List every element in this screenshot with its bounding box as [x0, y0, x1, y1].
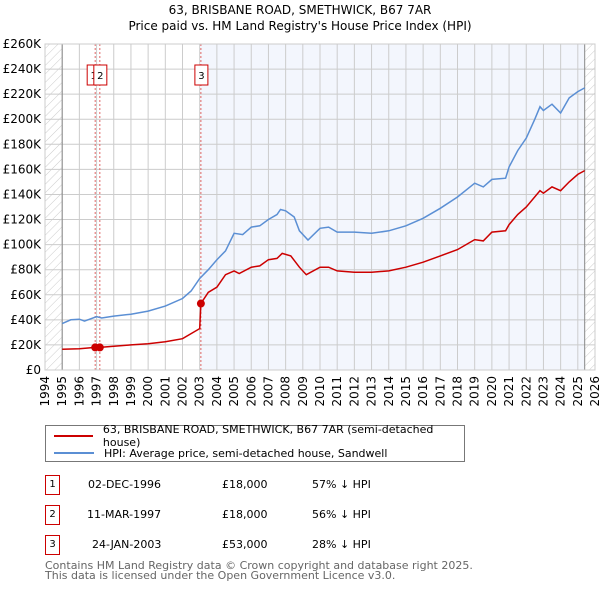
y-tick-label: £220K — [3, 87, 43, 101]
y-tick-label: £40K — [10, 313, 42, 327]
y-tick-label: £60K — [10, 288, 42, 302]
sale-label-box — [194, 64, 209, 86]
x-tick-label: 1997 — [90, 376, 104, 407]
x-tick-label: 2024 — [554, 376, 568, 407]
x-tick-label: 2016 — [416, 376, 430, 407]
sale-point — [196, 299, 205, 308]
marker-badge: 1 — [45, 475, 60, 495]
legend-swatch-blue — [54, 452, 94, 454]
legend-item-hpi: HPI: Average price, semi-detached house,… — [54, 445, 387, 461]
shaded-period — [200, 44, 585, 370]
x-tick-label: 2002 — [176, 376, 190, 407]
x-tick-label: 2023 — [536, 376, 550, 407]
sale-price: £53,000 — [222, 538, 268, 551]
hpi-diff: 57% ↓ HPI — [312, 478, 371, 491]
x-tick-label: 1998 — [107, 376, 121, 407]
x-tick-label: 1994 — [38, 376, 52, 407]
sale-date: 02-DEC-1996 — [88, 478, 162, 491]
x-tick-label: 2017 — [433, 376, 447, 407]
x-tick-label: 2009 — [296, 376, 310, 407]
x-tick-label: 2008 — [279, 376, 293, 407]
x-tick-label: 2015 — [399, 376, 413, 407]
x-tick-label: 2013 — [365, 376, 379, 407]
y-tick-label: £20K — [10, 338, 42, 352]
legend-label: HPI: Average price, semi-detached house,… — [104, 446, 388, 460]
transaction-row: 1 02-DEC-1996 £18,000 57% ↓ HPI — [45, 475, 465, 495]
y-tick-label: £240K — [3, 62, 43, 76]
marker-badge: 2 — [45, 505, 60, 525]
chart-title: 63, BRISBANE ROAD, SMETHWICK, B67 7AR — [168, 3, 432, 17]
footer-copyright: Contains HM Land Registry data © Crown c… — [45, 559, 473, 572]
plot-border — [44, 43, 596, 371]
legend-item-property: 63, BRISBANE ROAD, SMETHWICK, B67 7AR (s… — [54, 423, 464, 449]
x-tick-label: 2022 — [519, 376, 533, 407]
sale-label: 2 — [97, 71, 103, 82]
price-chart: 1994 1995 1996 1997 1998 1999 2000 2001 2002 2003… — [3, 37, 600, 407]
hatched-no-data-left — [45, 44, 63, 370]
x-tick-label: 2004 — [210, 376, 224, 407]
transaction-row: 2 11-MAR-1997 £18,000 56% ↓ HPI — [45, 505, 465, 525]
x-tick-label: 2005 — [227, 376, 241, 407]
sale-price: £18,000 — [222, 508, 268, 521]
x-tick-label: 2000 — [141, 376, 155, 407]
hpi-diff: 56% ↓ HPI — [312, 508, 371, 521]
x-tick-label: 2012 — [347, 376, 361, 407]
x-tick-label: 1995 — [55, 376, 69, 407]
x-tick-label: 2025 — [571, 376, 585, 407]
y-tick-label: £120K — [3, 213, 43, 227]
y-tick-label: £260K — [3, 37, 43, 51]
x-tick-label: 2006 — [244, 376, 258, 407]
transaction-row: 3 24-JAN-2003 £53,000 28% ↓ HPI — [45, 535, 465, 555]
x-tick-label: 2011 — [330, 376, 344, 407]
y-tick-label: £80K — [10, 263, 42, 277]
legend-label: 63, BRISBANE ROAD, SMETHWICK, B67 7AR (s… — [102, 423, 434, 449]
legend: 63, BRISBANE ROAD, SMETHWICK, B67 7AR (s… — [45, 423, 465, 462]
sale-point — [95, 343, 104, 352]
y-tick-label: £140K — [3, 187, 43, 201]
sale-price: £18,000 — [222, 478, 268, 491]
y-tick-label: £100K — [3, 238, 43, 252]
x-tick-label: 2010 — [313, 376, 327, 407]
x-tick-label: 2003 — [193, 376, 207, 407]
x-tick-label: 1996 — [72, 376, 86, 407]
x-tick-label: 2014 — [382, 376, 396, 407]
y-tick-label: £0 — [26, 363, 41, 377]
chart-subtitle: Price paid vs. HM Land Registry's House … — [128, 19, 472, 33]
series-line — [61, 87, 586, 325]
hpi-diff: 28% ↓ HPI — [312, 538, 371, 551]
hatched-no-data-right — [584, 44, 595, 370]
sale-label-box — [93, 64, 108, 86]
x-tick-label: 2021 — [502, 376, 516, 407]
sale-date: 11-MAR-1997 — [87, 508, 162, 521]
legend-swatch-red — [54, 435, 93, 437]
y-tick-label: £160K — [3, 162, 43, 176]
footer-licence: This data is licensed under the Open Gov… — [45, 569, 396, 582]
x-tick-label: 1999 — [124, 376, 138, 407]
sale-label: 3 — [198, 71, 204, 82]
y-tick-label: £200K — [3, 112, 43, 126]
series-line — [62, 169, 586, 351]
x-tick-label: 2020 — [485, 376, 499, 407]
x-tick-label: 2019 — [468, 376, 482, 407]
x-tick-label: 2007 — [261, 376, 275, 407]
x-tick-label: 2018 — [451, 376, 465, 407]
y-tick-label: £180K — [3, 137, 43, 151]
x-tick-label: 2026 — [588, 376, 600, 407]
x-tick-label: 2001 — [158, 376, 172, 407]
sale-date: 24-JAN-2003 — [92, 538, 162, 551]
marker-badge: 3 — [45, 535, 60, 555]
